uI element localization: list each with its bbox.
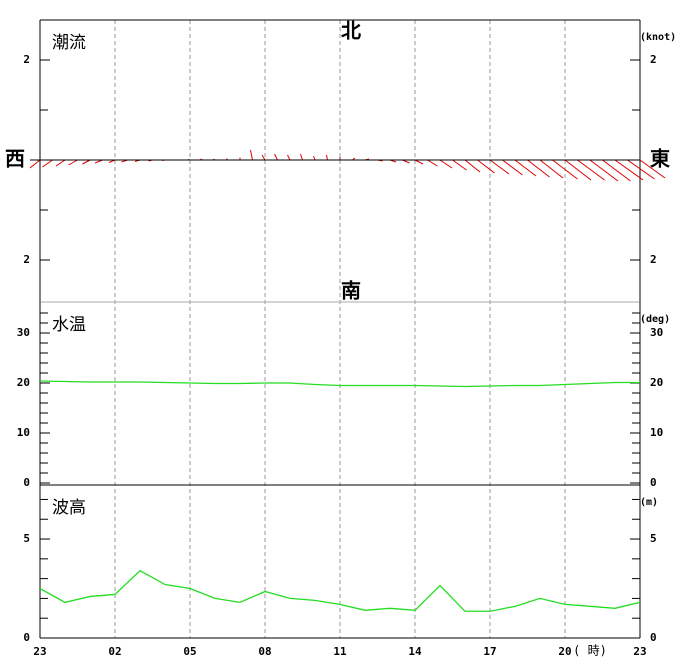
panel-title: 波高 — [52, 498, 86, 518]
y-tick-label: 0 — [650, 631, 657, 644]
x-tick-label: 05 — [183, 645, 196, 658]
x-tick-label: 20 — [558, 645, 571, 658]
y-tick-label: 0 — [23, 476, 30, 489]
x-tick-label: 17 — [483, 645, 496, 658]
direction-label: 東 — [650, 147, 670, 171]
current-vector — [42, 159, 53, 168]
y-tick-label: 2 — [650, 53, 657, 66]
current-vector — [82, 159, 91, 165]
current-vector — [29, 159, 41, 169]
current-vector — [439, 159, 453, 169]
current-vector — [261, 154, 266, 161]
current-vector — [527, 159, 550, 178]
y-tick-label: 5 — [650, 532, 657, 545]
direction-label: 西 — [5, 147, 25, 171]
current-vector — [274, 153, 278, 161]
current-vector — [639, 159, 666, 179]
y-tick-label: 0 — [23, 631, 30, 644]
current-vector — [55, 159, 66, 167]
current-vector — [564, 159, 592, 181]
x-tick-label: 23 — [33, 645, 46, 658]
unit-label: (knot) — [640, 32, 676, 43]
current-vector — [414, 159, 424, 165]
current-vector — [502, 159, 523, 176]
data-line — [39, 380, 640, 388]
current-vector — [489, 159, 510, 175]
current-vector — [68, 159, 78, 166]
current-vector — [614, 159, 644, 181]
x-axis-unit: ( 時) — [573, 644, 607, 658]
current-vector — [589, 159, 619, 182]
y-tick-label: 0 — [650, 476, 657, 489]
current-vector — [539, 159, 564, 179]
x-tick-label: 08 — [258, 645, 271, 658]
y-tick-label: 30 — [17, 326, 30, 339]
current-vector — [452, 159, 467, 171]
current-vector — [577, 159, 605, 181]
current-vector — [300, 153, 303, 161]
y-tick-label: 2 — [650, 253, 657, 266]
panel-title: 水温 — [52, 315, 86, 335]
current-vector — [287, 154, 291, 161]
current-vector — [464, 159, 481, 173]
y-tick-label: 2 — [23, 53, 30, 66]
x-tick-label: 11 — [333, 645, 347, 658]
x-tick-label: 23 — [633, 645, 646, 658]
current-vector — [627, 159, 655, 180]
current-vector — [427, 159, 438, 167]
y-tick-label: 20 — [650, 376, 663, 389]
data-line — [39, 569, 641, 612]
current-vector — [514, 159, 537, 177]
current-vector — [326, 154, 328, 161]
direction-label: 北 — [341, 19, 361, 43]
y-tick-label: 20 — [17, 376, 30, 389]
current-vector — [602, 159, 631, 182]
unit-label: (m) — [640, 497, 658, 508]
y-tick-label: 5 — [23, 532, 30, 545]
y-tick-label: 10 — [650, 426, 663, 439]
current-vector — [250, 149, 253, 161]
y-tick-label: 30 — [650, 326, 663, 339]
current-vector — [313, 155, 316, 161]
y-tick-label: 10 — [17, 426, 30, 439]
x-tick-label: 14 — [408, 645, 422, 658]
current-vector — [477, 159, 495, 174]
current-vector — [552, 159, 578, 180]
panel-title: 潮流 — [52, 33, 86, 53]
y-tick-label: 2 — [23, 253, 30, 266]
direction-label: 南 — [341, 279, 361, 303]
unit-label: (deg) — [640, 314, 670, 325]
x-tick-label: 02 — [108, 645, 121, 658]
